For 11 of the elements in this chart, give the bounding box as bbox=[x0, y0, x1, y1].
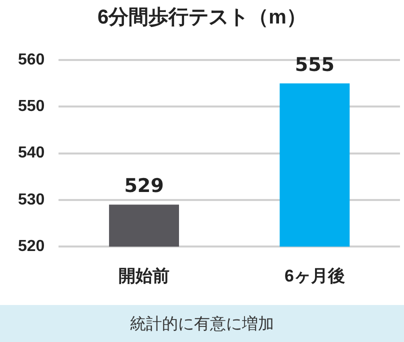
data-label: 529 bbox=[124, 175, 164, 198]
y-tick-label: 560 bbox=[18, 51, 45, 68]
y-tick-label: 550 bbox=[18, 98, 45, 116]
x-tick-label: 6ヶ月後 bbox=[284, 266, 345, 286]
y-tick-label: 530 bbox=[18, 191, 45, 208]
x-tick-label: 開始前 bbox=[118, 266, 170, 286]
chart-title: 6分間歩行テスト（m） bbox=[98, 6, 306, 29]
data-label: 555 bbox=[294, 54, 335, 76]
y-tick-label: 520 bbox=[18, 238, 45, 256]
y-tick-label: 540 bbox=[18, 144, 45, 162]
text: 統計的に有意に増加 bbox=[0, 305, 404, 342]
